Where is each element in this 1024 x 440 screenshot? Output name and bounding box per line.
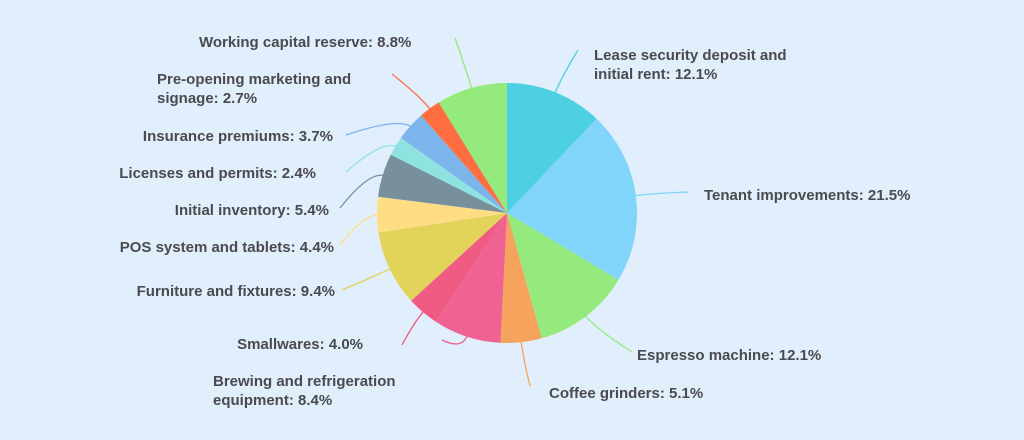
leader-line	[345, 144, 398, 173]
pie-slice	[400, 115, 507, 213]
leader-line	[553, 49, 579, 95]
pie-slice	[507, 83, 597, 213]
leader-line	[441, 334, 469, 345]
label-tenant-improvements: Tenant improvements: 21.5%	[704, 187, 911, 204]
leader-line	[345, 122, 413, 136]
leader-line	[520, 340, 531, 387]
leader-line	[339, 213, 380, 246]
label-pos-system: POS system and tablets: 4.4%	[119, 239, 334, 256]
pie-slice	[411, 213, 507, 322]
pie-slice	[377, 196, 507, 233]
pie-slice	[378, 154, 507, 213]
leader-line	[339, 174, 385, 209]
pie-slice	[421, 102, 507, 213]
label-working-capital: Working capital reserve: 8.8%	[199, 34, 412, 51]
pie-slice	[438, 83, 507, 213]
label-insurance: Insurance premiums: 3.7%	[142, 128, 333, 145]
label-line-1: Pre-opening marketing and	[157, 71, 352, 88]
pie-slice	[507, 213, 619, 339]
pie-slice	[500, 213, 542, 344]
label-espresso-machine: Espresso machine: 12.1%	[637, 347, 822, 364]
label-furniture: Furniture and fixtures: 9.4%	[136, 283, 335, 300]
leader-line	[391, 73, 432, 111]
label-smallwares: Smallwares: 4.0%	[237, 336, 363, 353]
pie-slice	[390, 137, 507, 213]
leader-line	[341, 267, 392, 291]
label-line-2: equipment: 8.4%	[213, 392, 333, 409]
leader-line	[454, 37, 473, 91]
label-lease-deposit: Lease security deposit and initial rent:…	[594, 46, 787, 84]
label-brewing-equipment: Brewing and refrigeration equipment: 8.4…	[213, 372, 396, 410]
label-line-2: initial rent: 12.1%	[594, 66, 718, 83]
label-coffee-grinders: Coffee grinders: 5.1%	[549, 385, 704, 402]
label-initial-inventory: Initial inventory: 5.4%	[174, 202, 329, 219]
pie-slice	[378, 213, 507, 301]
label-licenses: Licenses and permits: 2.4%	[119, 165, 316, 182]
leader-line	[633, 191, 689, 197]
label-line-2: signage: 2.7%	[157, 90, 258, 107]
label-line-1: Lease security deposit and	[594, 47, 787, 64]
pie-slice	[435, 213, 507, 343]
leader-line	[583, 314, 633, 353]
label-pre-opening-marketing: Pre-opening marketing and signage: 2.7%	[157, 70, 351, 108]
pie-slice	[507, 118, 637, 280]
label-line-1: Brewing and refrigeration	[213, 373, 396, 390]
leader-line	[401, 310, 425, 346]
